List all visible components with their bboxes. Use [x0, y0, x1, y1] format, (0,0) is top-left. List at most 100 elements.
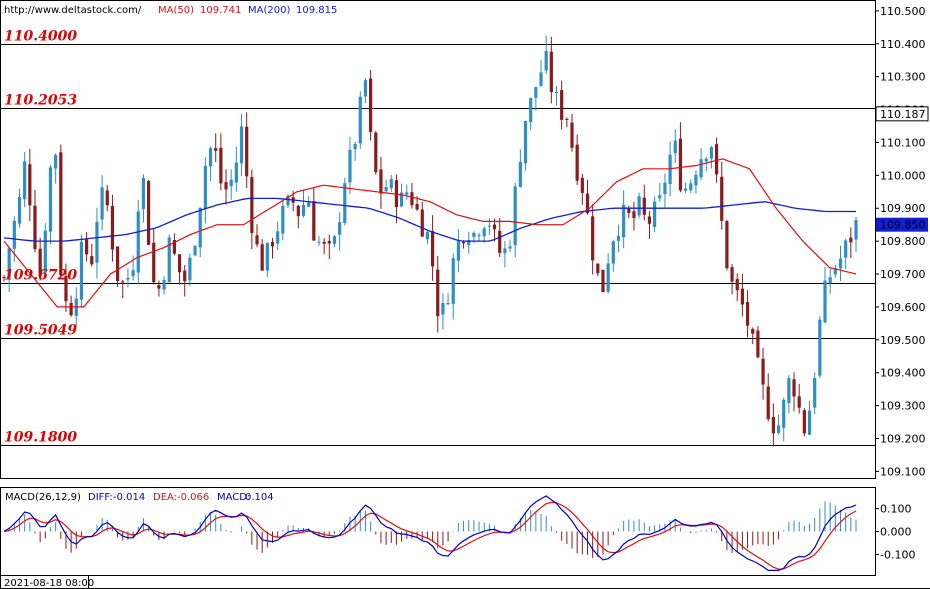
candle: [508, 239, 512, 253]
price-panel-frame: [0, 0, 876, 479]
level-label: 110.4000: [4, 29, 77, 45]
candle: [534, 86, 538, 111]
candle: [214, 133, 218, 163]
svg-text:109.850: 109.850: [880, 219, 926, 232]
candle: [141, 174, 146, 223]
candle: [451, 253, 455, 320]
candle: [430, 215, 435, 281]
candle: [653, 196, 657, 233]
candle: [126, 268, 130, 288]
candle: [782, 397, 786, 442]
candle: [854, 217, 858, 252]
price-tick-label: 109.500: [880, 334, 926, 347]
candle: [642, 184, 646, 221]
candle: [492, 218, 497, 242]
macd-name: MACD(26,12,9): [5, 492, 81, 503]
price-tick-label: 109.300: [880, 400, 926, 413]
candle: [823, 267, 827, 324]
candle: [616, 224, 621, 253]
ma50-label: MA(50): [158, 5, 194, 16]
candle: [64, 263, 68, 312]
date-label: 2021-08-18 08:00: [4, 578, 94, 589]
candle: [234, 146, 238, 192]
macd-label: MACD:: [217, 492, 250, 503]
macd-axis: 0.100 0.000 -0.100: [875, 503, 915, 561]
candle: [85, 232, 89, 262]
candle: [776, 414, 781, 435]
price-tick-label: 109.900: [880, 202, 926, 215]
ma200-line: [3, 197, 856, 242]
candle: [709, 145, 714, 169]
candle: [766, 373, 770, 422]
candle: [730, 264, 734, 295]
candle: [317, 236, 321, 246]
candle: [420, 202, 424, 237]
macd-value: 0.104: [245, 492, 274, 503]
candle: [260, 239, 264, 271]
candle: [327, 234, 331, 259]
candle: [678, 122, 683, 193]
candle: [787, 374, 791, 414]
candle: [100, 175, 104, 230]
level-label: 109.6720: [4, 268, 77, 284]
candle: [374, 131, 378, 175]
candle: [745, 290, 750, 338]
diff-label: DIFF:: [88, 492, 113, 503]
candle: [121, 279, 125, 299]
candle: [28, 148, 32, 222]
candle: [549, 36, 553, 104]
price-tick-label: 110.300: [880, 71, 926, 84]
candle: [245, 112, 249, 189]
candle: [363, 78, 368, 103]
candle: [157, 280, 161, 297]
candle: [110, 194, 115, 262]
candle: [95, 207, 99, 279]
candle: [663, 173, 667, 208]
candle: [689, 179, 693, 194]
candle: [720, 161, 724, 230]
candle: [255, 224, 259, 248]
candle: [338, 212, 342, 251]
macd-tick-label: 0.100: [880, 503, 912, 516]
candle: [343, 177, 347, 226]
ma50-line: [3, 158, 857, 308]
ma50-value: 109.741: [200, 5, 241, 16]
candle: [54, 153, 58, 184]
price-marker: 109.850: [876, 217, 928, 232]
candle: [771, 403, 775, 447]
candle: [48, 164, 53, 245]
candle: [756, 326, 760, 359]
candle: [281, 200, 285, 241]
ma200-value: 109.815: [296, 5, 337, 16]
candle: [23, 152, 27, 208]
candle: [797, 383, 801, 414]
candle: [704, 157, 708, 172]
candle: [560, 80, 564, 130]
candle: [379, 156, 383, 209]
price-tick-label: 109.400: [880, 367, 926, 380]
candle: [162, 276, 166, 295]
candle: [286, 194, 290, 209]
candle: [301, 190, 306, 218]
candle: [172, 233, 176, 256]
level-label: 109.5049: [4, 323, 77, 339]
candle: [38, 237, 42, 281]
candle: [17, 188, 22, 228]
candle: [152, 228, 156, 285]
candle: [116, 246, 120, 287]
candle: [332, 234, 337, 248]
candle: [658, 182, 662, 202]
candle: [183, 265, 187, 297]
diff-line: [3, 495, 857, 572]
candle: [33, 189, 37, 253]
level-label: 109.1800: [4, 430, 77, 446]
candle: [353, 141, 357, 161]
price-tick-label: 110.500: [880, 5, 926, 18]
candle: [575, 134, 579, 185]
candle: [369, 69, 373, 141]
candle: [229, 169, 233, 200]
candle: [2, 275, 6, 282]
candle: [818, 316, 822, 378]
candle: [554, 85, 559, 106]
